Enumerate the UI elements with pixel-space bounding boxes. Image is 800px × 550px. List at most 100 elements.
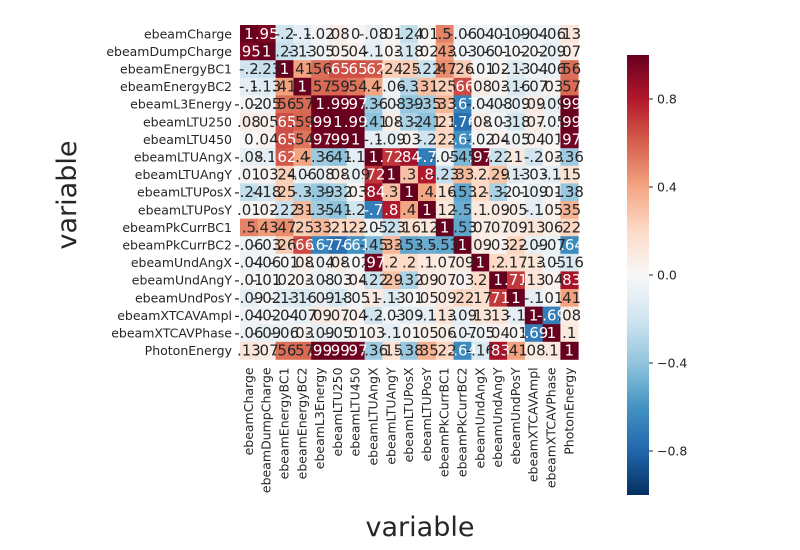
cell-annotation: -.09: [537, 42, 566, 60]
heatmap-cell: [346, 113, 365, 131]
cell-annotation: .65: [344, 60, 368, 78]
heatmap-cell: [471, 236, 490, 255]
heatmap-cell: [382, 113, 401, 131]
cell-annotation: .07: [468, 218, 492, 236]
cell-annotation: .83: [557, 271, 581, 289]
heatmap-cell: [489, 130, 508, 149]
heatmap-cell: [346, 306, 365, 325]
x-tick-label: ebeamLTUPosX: [401, 367, 416, 462]
heatmap-cell: [275, 324, 294, 343]
heatmap-cell: [400, 42, 419, 61]
heatmap-cell: [257, 201, 276, 219]
cell-annotation: -.02: [305, 25, 334, 43]
heatmap-cell: [364, 253, 383, 272]
cell-annotation: -.23: [270, 42, 299, 60]
cell-annotation: .31: [415, 78, 439, 96]
heatmap-cell: [311, 95, 330, 114]
heatmap-cell: [275, 60, 294, 79]
heatmap-cell: [560, 218, 579, 237]
heatmap-cell: [560, 25, 579, 43]
heatmap-cell: [435, 113, 454, 131]
cell-annotation: .26: [273, 236, 297, 254]
heatmap-cell: [524, 341, 543, 360]
cell-annotation: .04: [255, 130, 279, 148]
cell-annotation: -.23: [430, 166, 459, 184]
cell-annotation: .1: [509, 148, 523, 166]
cell-annotation: -.01: [466, 60, 495, 78]
cell-annotation: .2: [473, 166, 487, 184]
heatmap-cell: [346, 236, 365, 255]
heatmap-cell: [293, 341, 312, 360]
heatmap-cell: [293, 218, 312, 237]
cell-annotation: .1: [366, 289, 380, 307]
cell-annotation: .03: [540, 78, 564, 96]
heatmap-cell: [507, 253, 526, 272]
cell-annotation: .72: [379, 148, 403, 166]
heatmap-cell: [560, 42, 579, 61]
heatmap-cell: [560, 113, 579, 131]
heatmap-cell: [471, 201, 490, 219]
cell-annotation: -.61: [448, 130, 477, 148]
x-tick-label: PhotonEnergy: [561, 367, 576, 455]
heatmap-cell: [240, 201, 259, 219]
y-tick-label: ebeamEnergyBC2: [120, 79, 232, 94]
heatmap-cell: [275, 148, 294, 167]
cell-annotation: .56: [557, 60, 581, 78]
cell-annotation: .21: [433, 113, 457, 131]
cell-annotation: .2: [491, 254, 505, 272]
heatmap-cell: [275, 130, 294, 149]
heatmap-cell: [453, 130, 472, 149]
cell-annotation: -.38: [555, 183, 584, 201]
cell-annotation: -.2: [239, 60, 259, 78]
cell-annotation: .35: [557, 201, 581, 219]
heatmap-cell: [364, 271, 383, 290]
heatmap-cell: [524, 183, 543, 202]
cell-annotation: .4: [420, 183, 434, 201]
heatmap-cell: [293, 253, 312, 272]
cell-annotation: .07: [486, 218, 510, 236]
cell-annotation: .71: [504, 271, 528, 289]
heatmap-cell: [382, 165, 401, 184]
cell-annotation: -.22: [359, 271, 388, 289]
cell-annotation: .17: [504, 254, 528, 272]
heatmap-cell: [453, 148, 472, 167]
heatmap-cell: [293, 324, 312, 343]
cell-annotation: -.1: [257, 148, 277, 166]
cell-annotation: .25: [273, 183, 297, 201]
heatmap-cell: [542, 253, 561, 272]
heatmap-cell: [471, 60, 490, 79]
heatmap-cell: [542, 25, 561, 43]
heatmap-cell: [489, 165, 508, 184]
heatmap-cell: [400, 25, 419, 43]
heatmap-cell: [364, 289, 383, 307]
heatmap-cell: [453, 95, 472, 114]
heatmap-cell: [489, 42, 508, 61]
heatmap-cell: [435, 341, 454, 360]
cell-annotation: -.07: [519, 78, 548, 96]
heatmap-cell: [275, 306, 294, 325]
heatmap-cell: [240, 130, 259, 149]
heatmap-cell: [453, 218, 472, 237]
cell-annotation: -.06: [270, 324, 299, 342]
heatmap-cell: [329, 341, 348, 360]
heatmap-cell: [364, 60, 383, 79]
cell-annotation: -.01: [394, 289, 423, 307]
heatmap-cell: [507, 271, 526, 290]
cell-annotation: .13: [237, 342, 261, 360]
heatmap-cell: [435, 25, 454, 43]
heatmap-cell: [435, 42, 454, 61]
heatmap-cell: [507, 165, 526, 184]
heatmap-cell: [489, 95, 508, 114]
heatmap-cell: [329, 289, 348, 307]
cell-annotation: -.32: [483, 183, 512, 201]
cell-annotation: -.38: [394, 342, 423, 360]
cell-annotation: .03: [290, 324, 314, 342]
heatmap-cell: [435, 183, 454, 202]
heatmap-cell: [524, 113, 543, 131]
heatmap-cell: [311, 271, 330, 290]
cell-annotation: -.06: [466, 42, 495, 60]
cell-annotation: -.41: [359, 113, 388, 131]
cell-annotation: 1: [511, 289, 521, 307]
cell-annotation: .26: [451, 60, 475, 78]
